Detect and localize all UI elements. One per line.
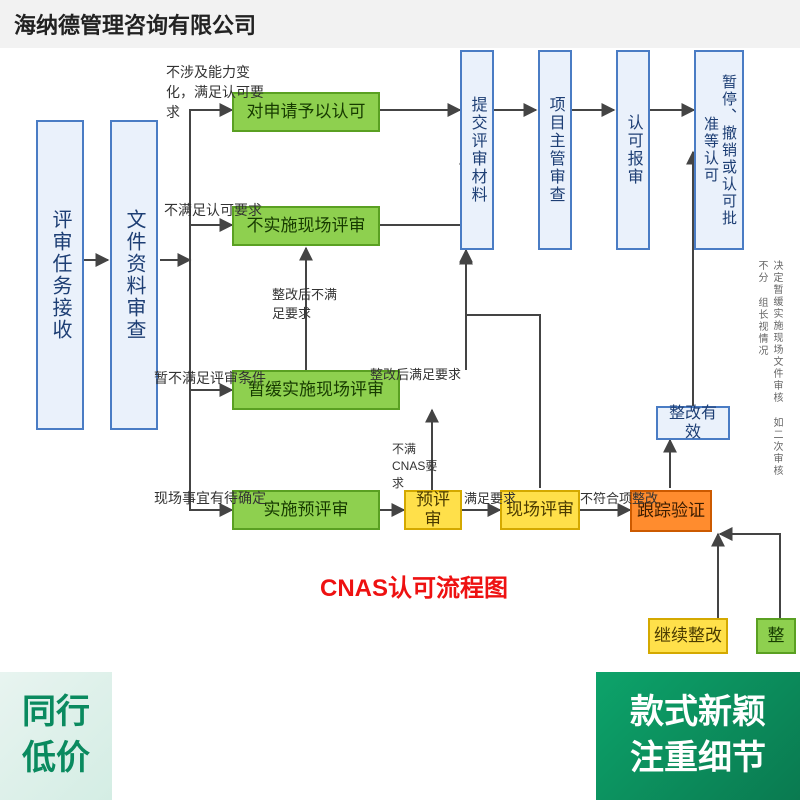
node-doc-review: 文件资料审查 — [110, 120, 158, 430]
edge-label-e8: 满足要求 — [464, 488, 516, 507]
edge-label-e7: 不满CNAS要求 — [392, 440, 440, 491]
edge-label-e3: 暂不满足评审条件 — [154, 368, 266, 388]
overlay-right-line1: 款式新颖 — [630, 690, 766, 736]
diagram-title: CNAS认可流程图 — [320, 568, 508, 603]
node-suspend-revoke: 暂停、撤销或认可批准等认可 — [694, 50, 744, 250]
node-pre-review: 预评审 — [404, 490, 462, 530]
overlay-left-line1: 同行 — [22, 690, 90, 736]
edge-label-e6: 整改后满足要求 — [370, 364, 461, 383]
watermark-text: 海纳德管理咨询有限公司 — [14, 8, 256, 40]
node-pm-review: 项目主管审查 — [538, 50, 572, 250]
edge-label-e5: 整改后不满足要求 — [272, 284, 342, 322]
node-submit-materials: 提交评审材料 — [460, 50, 494, 250]
edge-label-e4: 现场事宜有待确定 — [154, 488, 266, 508]
overlay-right: 款式新颖 注重细节 — [596, 672, 800, 800]
overlay-left-line2: 低价 — [22, 736, 90, 782]
tag-row — [0, 610, 800, 652]
edge-label-e1: 不涉及能力变化，满足认可要求 — [166, 62, 276, 122]
edge-label-e9: 不符合项整改 — [580, 488, 658, 507]
overlay-left: 同行 低价 — [0, 672, 112, 800]
overlay-right-line2: 注重细节 — [630, 736, 766, 782]
node-cert-report: 认可报审 — [616, 50, 650, 250]
edge-label-e2: 不满足认可要求 — [164, 200, 262, 220]
side-note: 决定暂缓实施现场文件审核 如二次审核不分 组长视情况 — [754, 260, 784, 480]
node-accept-task: 评审任务接收 — [36, 120, 84, 430]
node-fix-effective: 整改有效 — [656, 406, 730, 440]
